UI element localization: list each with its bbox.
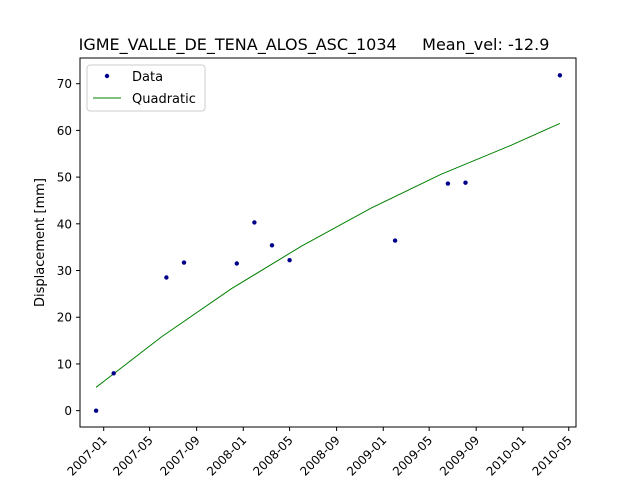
x-tick-label: 2007-01: [64, 433, 109, 478]
y-tick-label: 60: [57, 124, 72, 138]
data-point: [392, 238, 398, 243]
x-tick-label: 2009-01: [344, 433, 389, 478]
y-axis: 0 10 20 30 40 50 60 70: [57, 77, 80, 418]
data-point: [269, 243, 275, 248]
legend-label-quadratic: Quadratic: [132, 92, 196, 107]
chart-title: IGME_VALLE_DE_TENA_ALOS_ASC_1034 Mean_ve…: [79, 35, 550, 55]
x-tick-label: 2010-01: [484, 433, 529, 478]
plot-frame: [79, 57, 577, 428]
x-axis: 2007-01 2007-05 2007-09 2008-01 2008-05 2008-…: [64, 427, 575, 479]
series-line-quadratic: [95, 122, 561, 388]
y-tick-label: 0: [64, 404, 72, 418]
quadratic-fit-layer: [95, 122, 561, 388]
data-points-layer: [93, 73, 563, 413]
x-tick-label: 2008-01: [204, 433, 249, 478]
data-point: [557, 73, 563, 78]
legend-marker-data: [104, 73, 110, 79]
y-tick-label: 70: [57, 77, 72, 91]
y-axis-label: Displacement [mm]: [33, 178, 48, 307]
data-point: [463, 180, 468, 185]
y-tick-label: 40: [57, 217, 72, 231]
data-point: [164, 275, 169, 280]
data-point: [181, 260, 187, 265]
data-point: [93, 408, 99, 413]
y-tick-label: 20: [57, 311, 72, 325]
x-tick-label: 2008-09: [297, 433, 342, 478]
data-point: [252, 220, 257, 225]
x-tick-label: 2007-05: [110, 433, 155, 478]
x-tick-label: 2009-05: [390, 433, 435, 478]
x-tick-label: 2010-05: [529, 433, 574, 478]
data-point: [234, 261, 239, 266]
plot-area: [79, 57, 577, 428]
x-tick-label: 2009-09: [437, 433, 482, 478]
data-point: [111, 371, 116, 376]
y-tick-label: 30: [57, 264, 72, 278]
legend-box: [86, 64, 206, 112]
data-point: [287, 258, 292, 263]
y-tick-label: 50: [57, 171, 72, 185]
legend-label-data: Data: [132, 70, 163, 85]
x-tick-label: 2007-09: [157, 433, 202, 478]
y-tick-label: 10: [57, 357, 72, 371]
x-tick-label: 2008-05: [250, 433, 295, 478]
legend: Data Quadratic: [86, 64, 206, 112]
data-point: [445, 181, 451, 186]
